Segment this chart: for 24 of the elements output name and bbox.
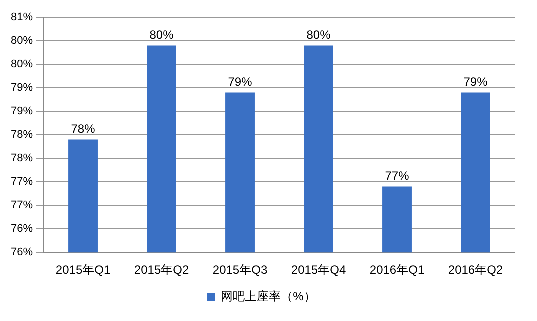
x-tick-label: 2016年Q2 bbox=[448, 263, 504, 278]
legend-label: 网吧上座率（%） bbox=[221, 289, 316, 304]
x-tick-label: 2016年Q1 bbox=[370, 263, 425, 278]
y-tick-label: 81% bbox=[10, 12, 34, 24]
y-tick-label: 80% bbox=[10, 35, 34, 48]
y-tick-label: 80% bbox=[10, 58, 34, 71]
y-tick-label: 79% bbox=[10, 82, 34, 94]
y-tick-label: 79% bbox=[10, 106, 34, 118]
data-label: 80% bbox=[306, 28, 332, 42]
x-tick-label: 2015年Q3 bbox=[212, 263, 268, 278]
data-label: 78% bbox=[71, 122, 96, 136]
y-tick-label: 78% bbox=[10, 152, 34, 165]
y-tick-label: 77% bbox=[10, 200, 34, 212]
y-tick-label: 76% bbox=[10, 223, 34, 236]
y-tick-label: 76% bbox=[10, 246, 34, 259]
y-tick-label: 77% bbox=[10, 176, 34, 188]
data-label: 77% bbox=[385, 169, 410, 184]
data-label: 79% bbox=[228, 75, 253, 90]
x-tick-label: 2015年Q4 bbox=[291, 263, 346, 278]
x-tick-label: 2015年Q2 bbox=[134, 263, 190, 278]
x-tick-label: 2015年Q1 bbox=[56, 263, 111, 278]
data-label: 79% bbox=[464, 75, 488, 90]
data-label: 80% bbox=[150, 28, 174, 42]
y-tick-label: 78% bbox=[10, 129, 34, 142]
